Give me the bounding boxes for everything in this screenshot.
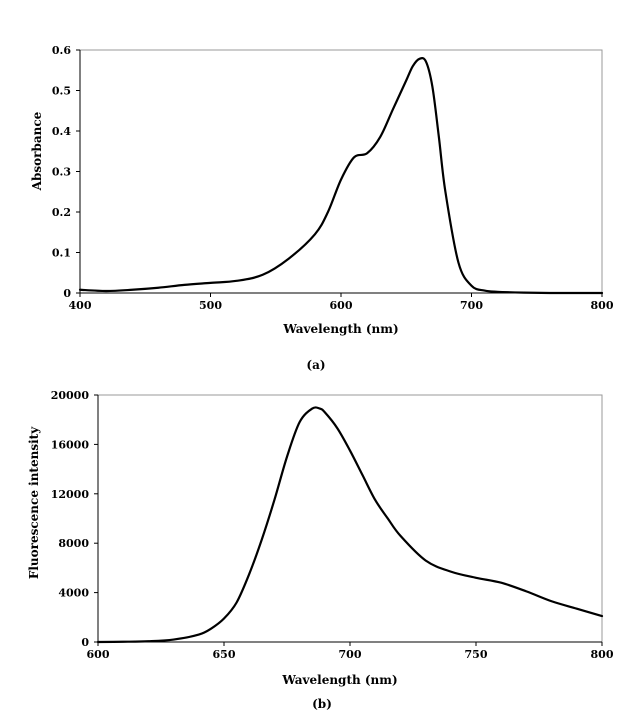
chart-a-ticks: 400 500 600 700 800 0 0.1 0.2 0.3 0.4 0.5 0.6 — [52, 44, 614, 312]
chart-a-x-tick-label: 800 — [591, 299, 614, 312]
chart-b-caption: (b) — [312, 697, 332, 711]
chart-a-x-tick-label: 500 — [199, 299, 222, 312]
chart-b-x-tick-label: 600 — [87, 648, 110, 661]
chart-a: 400 500 600 700 800 0 0.1 0.2 0.3 0.4 0.5 0.6 Wavel… — [30, 44, 614, 372]
chart-b-y-tick-label: 12000 — [51, 488, 90, 501]
chart-a-y-tick-label: 0.5 — [52, 85, 71, 98]
chart-a-x-tick-label: 700 — [460, 299, 483, 312]
chart-a-y-tick-label: 0.1 — [52, 247, 71, 260]
chart-b-x-tick-label: 800 — [591, 648, 614, 661]
chart-b-y-tick-label: 0 — [81, 636, 89, 649]
chart-b-x-tick-label: 700 — [339, 648, 362, 661]
chart-a-x-axis-title: Wavelength (nm) — [282, 322, 398, 336]
chart-a-y-tick-label: 0.2 — [52, 206, 71, 219]
chart-a-y-tick-label: 0.4 — [52, 125, 71, 138]
chart-b-x-tick-label: 750 — [465, 648, 488, 661]
chart-b-x-axis-title: Wavelength (nm) — [281, 673, 397, 687]
chart-a-x-tick-label: 400 — [69, 299, 92, 312]
chart-b-y-tick-label: 16000 — [51, 438, 90, 451]
chart-a-y-tick-label: 0.3 — [52, 166, 71, 179]
chart-a-y-tick-label: 0.6 — [52, 44, 71, 57]
chart-a-series-line — [78, 57, 604, 295]
chart-b-y-tick-label: 4000 — [58, 587, 89, 600]
chart-a-frame — [79, 49, 603, 294]
chart-a-y-axis-title: Absorbance — [30, 111, 44, 191]
chart-b: 600 650 700 750 800040008000120001600020000 … — [27, 389, 614, 711]
chart-a-y-tick-label: 0 — [63, 287, 71, 300]
chart-b-y-axis-title: Fluorescence intensity — [27, 426, 41, 579]
chart-b-y-tick-label: 8000 — [58, 537, 89, 550]
chart-a-caption: (a) — [306, 358, 325, 372]
chart-b-x-tick-label: 650 — [213, 648, 236, 661]
chart-a-x-tick-label: 600 — [330, 299, 353, 312]
chart-b-series-line — [96, 406, 604, 644]
chart-b-y-tick-label: 20000 — [51, 389, 90, 402]
chart-b-frame — [97, 394, 603, 643]
